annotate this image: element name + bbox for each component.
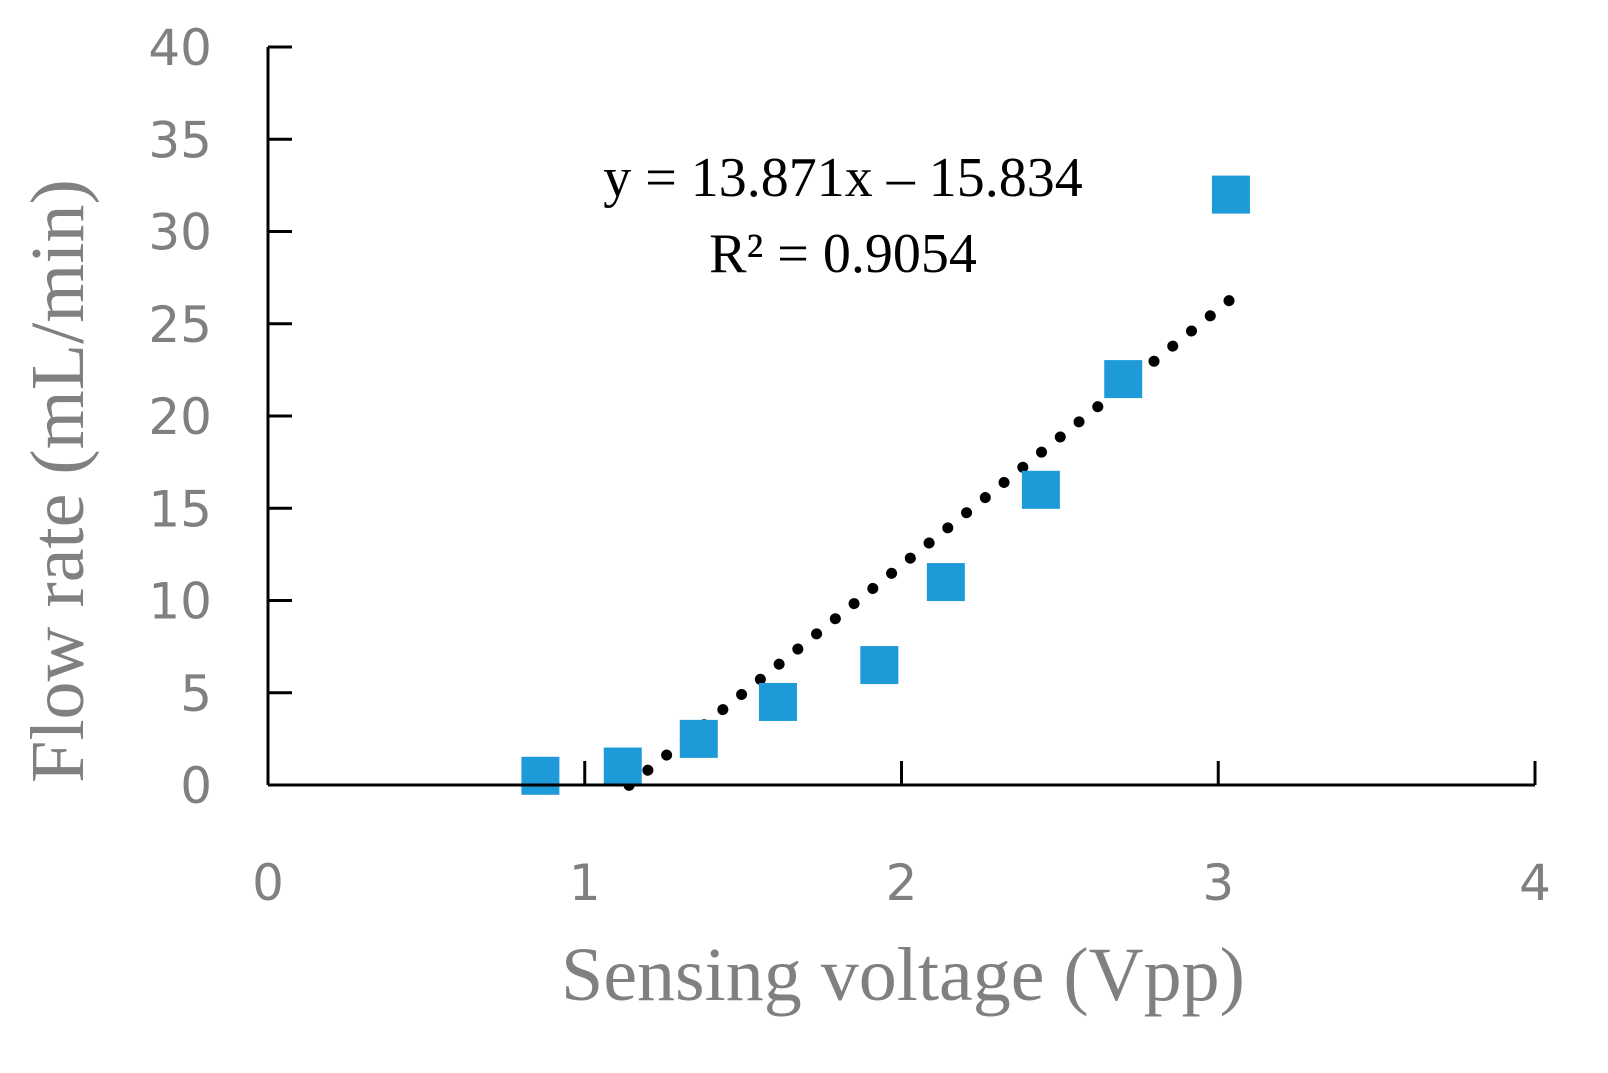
x-axis-title: Sensing voltage (Vpp) (561, 933, 1245, 1017)
axes (266, 45, 1537, 787)
y-tick-label: 0 (180, 757, 212, 815)
r-squared-label: R² = 0.9054 (709, 223, 977, 285)
data-point (1211, 175, 1250, 214)
y-tick-label: 25 (148, 296, 212, 354)
x-tick-label: 1 (569, 854, 601, 912)
y-axis-title: Flow rate (mL/min) (16, 179, 100, 783)
x-tick-label: 3 (1202, 854, 1234, 912)
y-tick-label: 40 (148, 19, 212, 77)
y-tick-label: 30 (148, 204, 212, 262)
y-tick-label: 15 (148, 480, 212, 538)
y-tick-label: 10 (148, 573, 212, 631)
data-point (758, 682, 797, 721)
data-point (679, 719, 718, 758)
y-tick-label: 5 (180, 665, 212, 723)
trendline-line (623, 293, 1237, 791)
trendline-equation: y = 13.871x – 15.834 (603, 147, 1083, 209)
data-point (926, 563, 965, 602)
y-tick-label: 35 (148, 111, 212, 169)
data-series (521, 175, 1250, 795)
data-point (603, 747, 642, 786)
x-tick-label: 0 (252, 854, 284, 912)
data-point (1104, 360, 1143, 399)
y-tick-label: 20 (148, 388, 212, 446)
data-point (860, 646, 899, 685)
tick-labels: 0 5 10 15 20 25 30 35 40 0 1 2 3 4 (148, 19, 1551, 912)
x-tick-label: 4 (1519, 854, 1551, 912)
trendline (623, 293, 1237, 791)
data-point (1021, 470, 1060, 509)
x-tick-label: 2 (886, 854, 918, 912)
data-point (521, 756, 560, 795)
